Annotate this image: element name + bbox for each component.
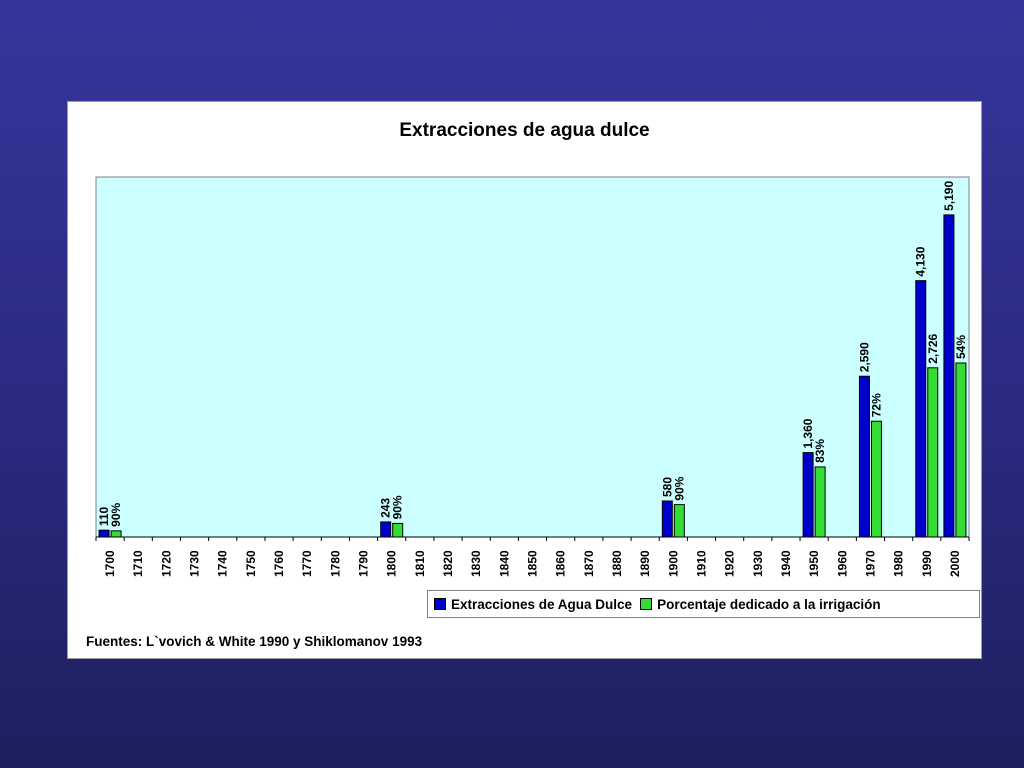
x-tick-label: 1700 bbox=[103, 550, 117, 577]
x-tick-label: 1870 bbox=[582, 550, 596, 577]
bar-data-label: 243 bbox=[379, 498, 393, 518]
x-tick-label: 1770 bbox=[300, 550, 314, 577]
x-tick-label: 1850 bbox=[526, 550, 540, 577]
legend: Extracciones de Agua Dulce Porcentaje de… bbox=[427, 590, 980, 618]
bar-data-label: 4,130 bbox=[914, 246, 928, 276]
x-tick-label: 1880 bbox=[610, 550, 624, 577]
x-tick-label: 1730 bbox=[188, 550, 202, 577]
x-tick-label: 2000 bbox=[948, 550, 962, 577]
bar-data-label: 2,590 bbox=[857, 342, 871, 372]
x-tick-label: 1970 bbox=[863, 550, 877, 577]
bar-data-label: 580 bbox=[660, 477, 674, 497]
bar-irrigation bbox=[392, 522, 404, 538]
bar-data-label: 54% bbox=[954, 335, 968, 359]
bar-data-label: 90% bbox=[672, 476, 686, 500]
plot-area bbox=[95, 176, 970, 538]
x-tick-label: 1990 bbox=[920, 550, 934, 577]
bar-data-label: 90% bbox=[391, 495, 405, 519]
source-note: Fuentes: L`vovich & White 1990 y Shiklom… bbox=[86, 634, 423, 649]
x-tick-label: 1760 bbox=[272, 550, 286, 577]
bar-data-label: 1,360 bbox=[801, 418, 815, 448]
x-tick-label: 1860 bbox=[554, 550, 568, 577]
x-tick-label: 1810 bbox=[413, 550, 427, 577]
x-tick-label: 1710 bbox=[131, 550, 145, 577]
x-tick-label: 1780 bbox=[328, 550, 342, 577]
bar-data-label: 2,726 bbox=[926, 333, 940, 363]
legend-swatch-withdrawals bbox=[434, 598, 446, 610]
chart-svg: 1700 1710 1720 1730 1740 1750 1760 1770 1780 1790… bbox=[95, 176, 970, 577]
x-tick-label: 1820 bbox=[441, 550, 455, 577]
bar-irrigation bbox=[673, 504, 685, 538]
bar-withdrawals bbox=[915, 280, 927, 538]
legend-item-withdrawals: Extracciones de Agua Dulce bbox=[434, 597, 632, 612]
chart-title: Extracciones de agua dulce bbox=[399, 120, 650, 141]
x-tick-label: 1980 bbox=[892, 550, 906, 577]
bar-data-label: 5,190 bbox=[942, 181, 956, 211]
x-tick-label: 1890 bbox=[638, 550, 652, 577]
legend-swatch-irrigation bbox=[640, 598, 653, 610]
x-tick-label: 1940 bbox=[779, 550, 793, 577]
x-tick-label: 1840 bbox=[497, 550, 511, 577]
bar-withdrawals bbox=[943, 214, 955, 538]
bar-withdrawals bbox=[661, 500, 673, 538]
bar-data-label: 90% bbox=[109, 503, 123, 527]
x-tick-label: 1900 bbox=[666, 550, 680, 577]
legend-item-irrigation: Porcentaje dedicado a la irrigación bbox=[640, 597, 881, 612]
chart-panel: Extracciones de agua dulce 1700 1710 1720 1… bbox=[67, 101, 982, 659]
x-tick-label: 1790 bbox=[357, 550, 371, 577]
bar-irrigation bbox=[870, 420, 882, 538]
bar-withdrawals bbox=[802, 452, 814, 538]
legend-label-withdrawals: Extracciones de Agua Dulce bbox=[451, 596, 633, 612]
x-tick-label: 1920 bbox=[723, 550, 737, 577]
legend-label-irrigation: Porcentaje dedicado a la irrigación bbox=[657, 596, 881, 612]
bar-withdrawals bbox=[380, 521, 392, 538]
bar-data-label: 83% bbox=[813, 439, 827, 463]
x-tick-label: 1930 bbox=[751, 550, 765, 577]
bar-withdrawals bbox=[98, 529, 110, 538]
x-tick-label: 1720 bbox=[159, 550, 173, 577]
bar-data-label: 110 bbox=[97, 506, 111, 526]
x-tick-label: 1800 bbox=[385, 550, 399, 577]
x-tick-label: 1750 bbox=[244, 550, 258, 577]
bar-irrigation bbox=[814, 466, 826, 538]
bar-irrigation bbox=[955, 362, 967, 538]
bar-data-label: 72% bbox=[869, 393, 883, 417]
x-tick-label: 1950 bbox=[807, 550, 821, 577]
bar-irrigation bbox=[110, 530, 122, 538]
x-tick-label: 1740 bbox=[216, 550, 230, 577]
x-tick-label: 1830 bbox=[469, 550, 483, 577]
bar-withdrawals bbox=[858, 375, 870, 538]
x-tick-label: 1910 bbox=[694, 550, 708, 577]
bar-irrigation bbox=[927, 367, 939, 538]
x-tick-label: 1960 bbox=[835, 550, 849, 577]
